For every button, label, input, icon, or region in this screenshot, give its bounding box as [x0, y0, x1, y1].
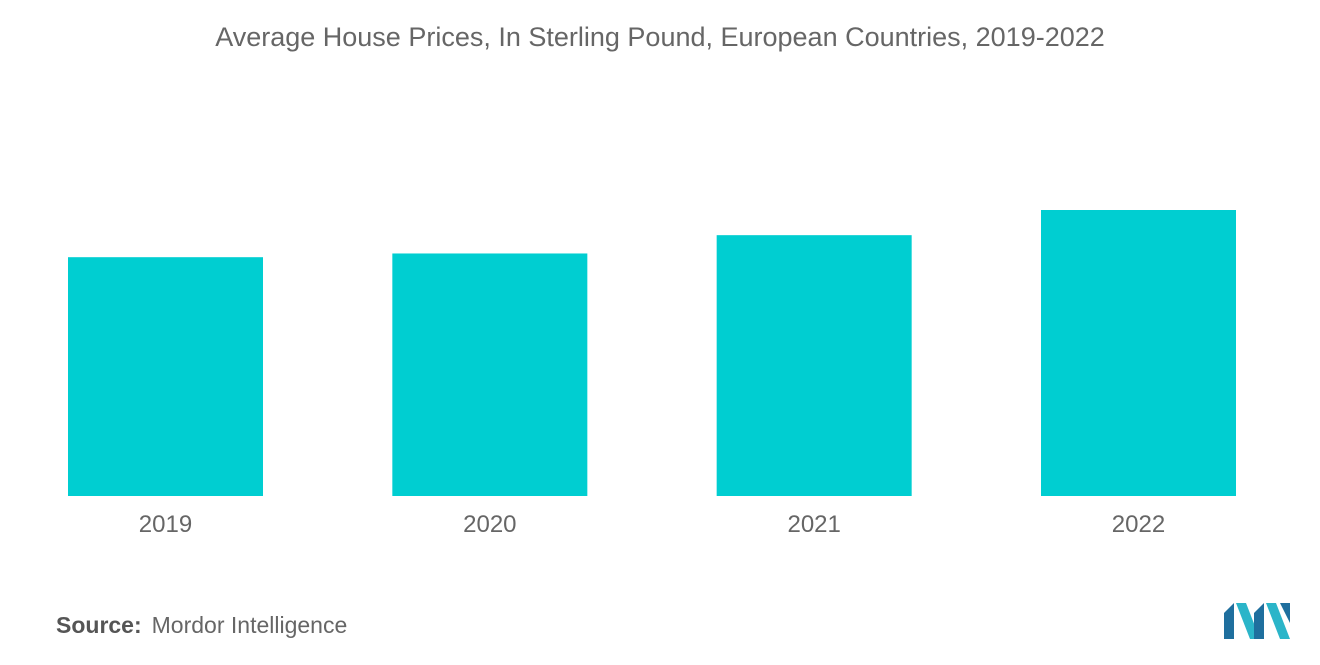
source-label: Source: — [56, 612, 142, 638]
bar-2020 — [392, 253, 588, 496]
bar-2021 — [716, 235, 912, 496]
bar-group — [68, 210, 1236, 496]
mordor-intelligence-logo-icon — [1224, 603, 1290, 639]
chart-title: Average House Prices, In Sterling Pound,… — [215, 22, 1105, 52]
source-note: Source: Mordor Intelligence — [56, 612, 347, 639]
source-text: Mordor Intelligence — [151, 612, 348, 638]
x-tick-label-2020: 2020 — [463, 511, 516, 538]
x-tick-label-2021: 2021 — [787, 511, 840, 538]
bar-2019 — [68, 257, 263, 496]
x-tick-label-2022: 2022 — [1112, 511, 1165, 538]
x-tick-label-2019: 2019 — [139, 511, 192, 538]
x-axis-tick-labels: 2019 2020 2021 2022 — [139, 511, 1165, 538]
bar-2022 — [1041, 210, 1236, 496]
